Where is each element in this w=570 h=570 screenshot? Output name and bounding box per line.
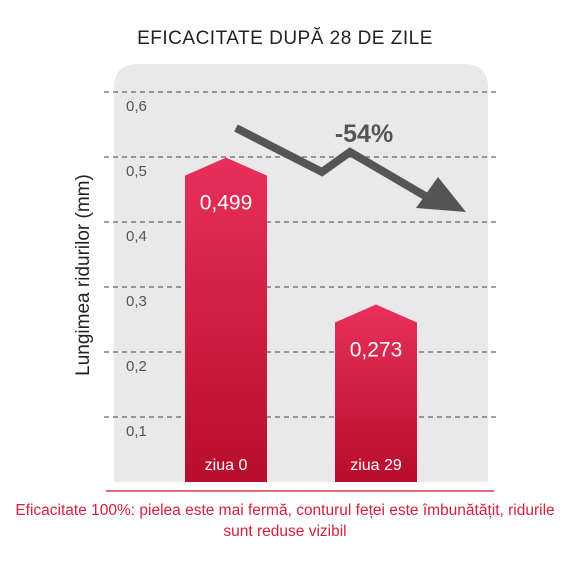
y-tick-label: 0,1 [126,423,147,440]
y-tick-label: 0,2 [126,358,147,375]
bars: 0,499 ziua 0 0,273 ziua 29 [185,157,417,482]
trend-arrow-line [234,124,435,204]
bar [185,157,267,482]
gridlines [104,91,496,418]
y-tick-label: 0,3 [126,293,147,310]
plot-panel [114,64,488,482]
y-tick-label: 0,5 [126,163,147,180]
x-category-label: ziua 0 [205,457,248,474]
y-tick-labels: 0,1 0,2 0,3 0,4 0,5 0,6 [126,98,147,440]
y-tick-label: 0,4 [126,228,147,245]
footnote: Eficacitate 100%: pielea este mai fermă,… [15,502,555,540]
bar [335,304,417,482]
bar-value-label: 0,499 [200,192,253,215]
x-category-label: ziua 29 [350,457,402,474]
y-tick-label: 0,6 [126,98,147,115]
chart-title: EFICACITATE DUPĂ 28 DE ZILE [137,28,433,49]
trend-annotation: -54% [335,120,393,148]
trend-arrow: -54% [234,120,466,212]
bar-value-label: 0,273 [350,339,403,362]
trend-arrowhead [416,177,466,212]
